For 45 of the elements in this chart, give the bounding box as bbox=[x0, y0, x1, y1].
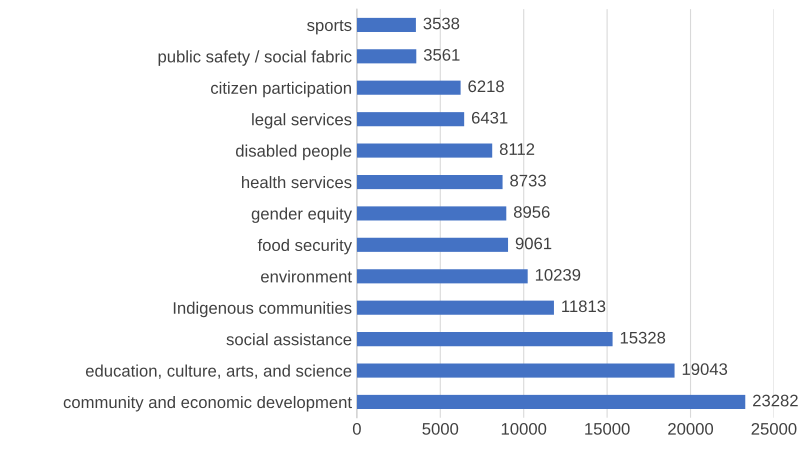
data-label: 9061 bbox=[516, 238, 552, 250]
y-tick-label: food security bbox=[258, 238, 352, 254]
data-label: 6431 bbox=[472, 112, 508, 124]
bar bbox=[356, 363, 675, 378]
bar bbox=[356, 112, 464, 126]
y-tick-label: Indigenous communities bbox=[174, 302, 352, 318]
x-tick-label: 15000 bbox=[585, 422, 630, 435]
bar bbox=[356, 269, 528, 284]
data-label: 23282 bbox=[753, 394, 798, 406]
data-label: 10239 bbox=[536, 268, 580, 281]
data-label: 6218 bbox=[468, 80, 504, 92]
data-label: 3538 bbox=[423, 18, 460, 30]
x-tick-label: 25000 bbox=[752, 422, 796, 435]
data-label: 3561 bbox=[424, 48, 460, 61]
bar bbox=[356, 49, 416, 64]
bar bbox=[356, 332, 613, 346]
bar bbox=[356, 174, 503, 190]
y-tick-label: sports bbox=[307, 20, 352, 34]
bar bbox=[356, 80, 461, 95]
data-label: 11813 bbox=[562, 300, 606, 312]
x-tick-label: 20000 bbox=[668, 422, 714, 435]
data-label: 8112 bbox=[500, 143, 534, 156]
y-tick-label: education, culture, arts, and science bbox=[86, 364, 352, 379]
y-tick-label: environment bbox=[261, 270, 352, 282]
y-tick-label: disabled people bbox=[236, 144, 352, 160]
data-label: 8733 bbox=[510, 174, 546, 186]
y-tick-label: citizen participation bbox=[211, 82, 351, 98]
y-tick-label: community and economic development bbox=[64, 396, 352, 412]
x-tick-label: 0 bbox=[352, 422, 361, 435]
x-tick-label: 10000 bbox=[502, 422, 546, 435]
y-tick-label: social assistance bbox=[226, 333, 352, 346]
data-label: 8956 bbox=[514, 206, 550, 218]
y-tick-label: legal services bbox=[252, 113, 352, 129]
bar bbox=[356, 300, 554, 315]
bar bbox=[356, 206, 506, 221]
bar bbox=[356, 394, 746, 410]
bar bbox=[356, 144, 492, 158]
data-label: 19043 bbox=[682, 363, 728, 376]
y-tick-label: health services bbox=[242, 176, 352, 188]
y-tick-label: public safety / social fabric bbox=[158, 50, 352, 66]
x-tick-label: 5000 bbox=[422, 422, 458, 435]
data-label: 15328 bbox=[620, 332, 666, 344]
bar bbox=[356, 18, 416, 32]
bar bbox=[356, 238, 508, 252]
y-tick-label: gender equity bbox=[252, 207, 352, 223]
